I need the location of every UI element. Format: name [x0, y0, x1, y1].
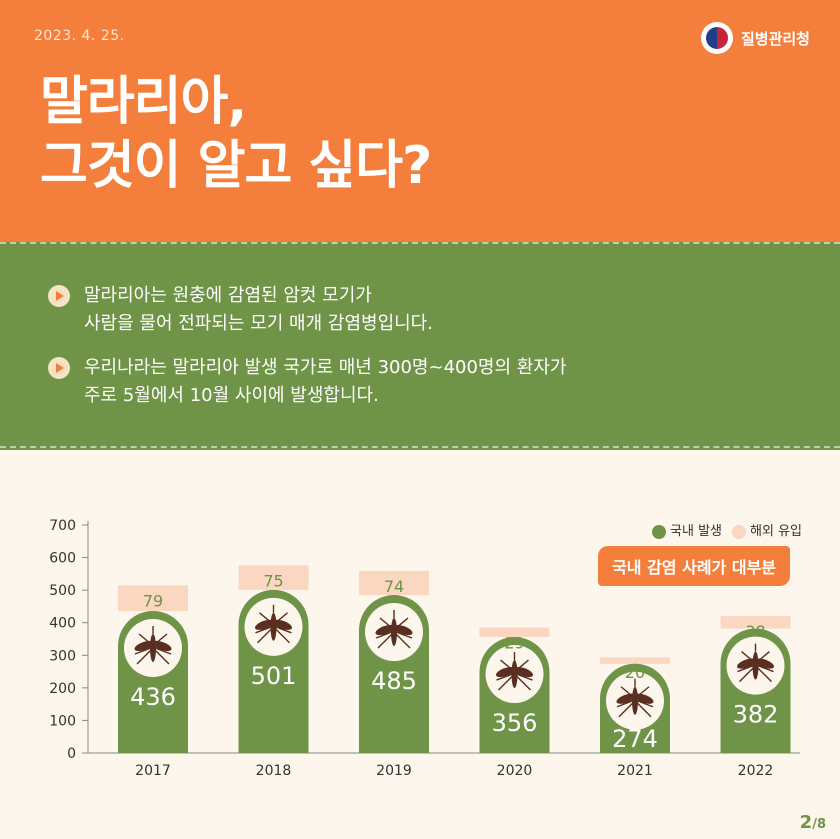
mosquito-icon: [134, 625, 172, 665]
divider-top: [0, 242, 840, 244]
legend-overseas: 해외 유입: [732, 520, 802, 539]
legend-overseas-label: 해외 유입: [750, 524, 802, 539]
chart-legend: 국내 발생 해외 유입: [652, 520, 802, 539]
overseas-value-2019: 74: [384, 577, 404, 596]
agency-name: 질병관리청: [740, 29, 810, 48]
bullet-2-line-1: 우리나라는 말라리아 발생 국가로 매년 300명~400명의 환자가: [84, 357, 567, 378]
bar-overseas-2019: [359, 570, 429, 596]
bar-overseas-2018: [238, 565, 309, 590]
bar-overseas-2017: [118, 585, 188, 611]
domestic-value-2020: 356: [492, 709, 538, 737]
malaria-chart: 0 100 200 300 400 500 600 700 79 436 2017 75 501 2018…: [49, 518, 800, 779]
info-section: 말라리아는 원충에 감염된 암컷 모기가 사람을 물어 전파되는 모기 매개 감…: [0, 242, 840, 450]
y-tick-label: 0: [67, 746, 76, 762]
domestic-value-2021: 274: [612, 725, 658, 753]
bullet-1-line-2: 사람을 물어 전파되는 모기 매개 감염병입니다.: [84, 313, 433, 334]
mosquito-icon: [616, 678, 654, 718]
mosquito-icon: [496, 652, 533, 691]
title-line-1: 말라리아,: [40, 72, 247, 132]
overseas-value-2021: 20: [625, 663, 645, 682]
bullet-2-line-2: 주로 5월에서 10월 사이에 발생합니다.: [84, 385, 379, 406]
legend-domestic: 국내 발생: [652, 520, 722, 539]
y-tick-label: 100: [49, 713, 76, 729]
legend-domestic-swatch: [652, 524, 667, 539]
government-logo-icon: [700, 22, 733, 54]
mosquito-icon: [737, 643, 774, 683]
y-tick-label: 400: [49, 616, 76, 632]
y-tick-label: 200: [49, 681, 76, 697]
legend-domestic-label: 국내 발생: [670, 524, 723, 539]
y-tick-label: 500: [49, 583, 76, 599]
bar-overseas-2020: [479, 627, 550, 638]
header-banner: 2023. 4. 25. 질병관리청 말라리아, 그것이 알고 싶다?: [0, 0, 840, 242]
y-tick-label: 600: [49, 551, 76, 567]
page-current: 2: [799, 812, 813, 833]
domestic-value-2022: 382: [733, 701, 779, 729]
domestic-value-2019: 485: [371, 667, 417, 695]
x-tick-label-2017: 2017: [135, 763, 171, 779]
bullet-1: 말라리아는 원충에 감염된 암컷 모기가 사람을 물어 전파되는 모기 매개 감…: [48, 282, 433, 338]
mosquito-icon: [255, 604, 292, 644]
legend-overseas-swatch: [732, 524, 747, 539]
title-line-2: 그것이 알고 싶다?: [40, 136, 432, 196]
date-label: 2023. 4. 25.: [34, 28, 125, 44]
domestic-value-2017: 436: [130, 683, 176, 711]
x-tick-label-2019: 2019: [376, 763, 412, 779]
play-icon: [48, 285, 70, 307]
x-tick-label-2018: 2018: [256, 763, 292, 779]
highlight-badge: 국내 감염 사례가 대부분: [598, 546, 790, 586]
mosquito-icon: [375, 610, 413, 649]
play-icon: [48, 357, 70, 379]
divider-bottom: [0, 446, 840, 448]
agency-brand: 질병관리청: [700, 22, 810, 54]
page-total: /8: [812, 817, 826, 832]
y-tick-label: 700: [49, 518, 76, 534]
page-title: 말라리아, 그것이 알고 싶다?: [40, 70, 432, 198]
overseas-value-2018: 75: [263, 571, 283, 590]
overseas-value-2020: 29: [504, 634, 524, 653]
overseas-value-2022: 38: [745, 622, 765, 641]
bullet-1-line-1: 말라리아는 원충에 감염된 암컷 모기가: [84, 285, 372, 306]
x-tick-label-2022: 2022: [738, 763, 774, 779]
page-number: 2/8: [800, 812, 826, 833]
y-tick-label: 300: [49, 648, 76, 664]
bar-overseas-2022: [720, 616, 791, 629]
x-tick-label-2020: 2020: [497, 763, 533, 779]
overseas-value-2017: 79: [143, 591, 163, 610]
bullet-2: 우리나라는 말라리아 발생 국가로 매년 300명~400명의 환자가 주로 5…: [48, 354, 566, 410]
domestic-value-2018: 501: [251, 662, 297, 690]
x-tick-label-2021: 2021: [617, 763, 653, 779]
bar-overseas-2021: [600, 657, 670, 664]
